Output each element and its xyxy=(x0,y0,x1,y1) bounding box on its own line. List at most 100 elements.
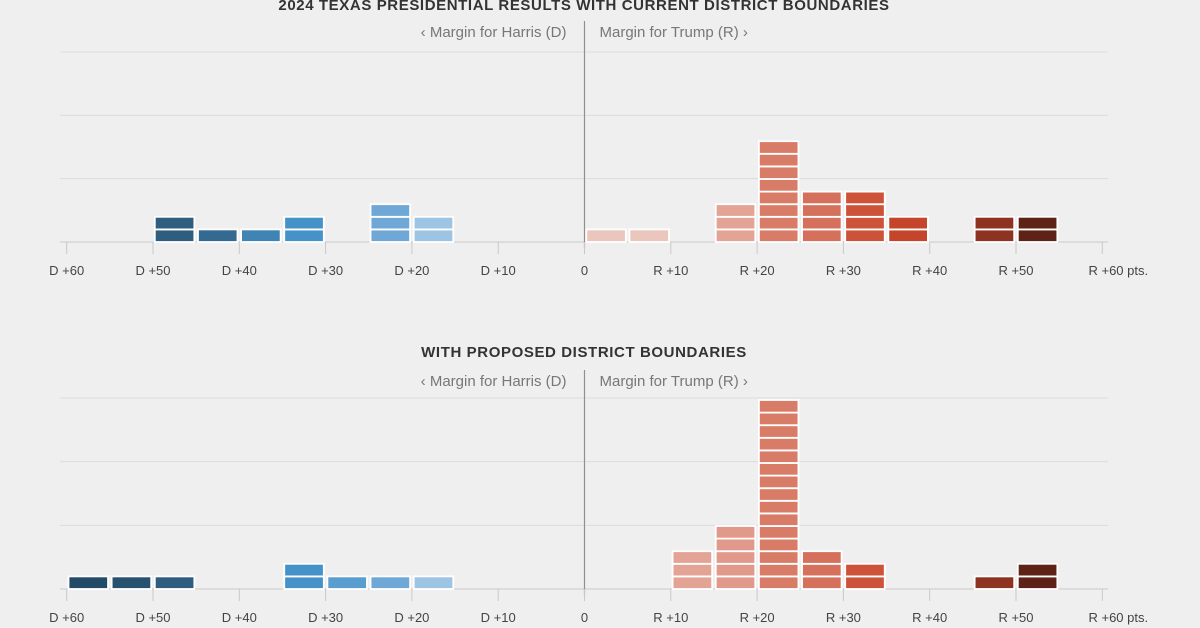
district-block xyxy=(671,550,714,565)
x-tick-label: D +40 xyxy=(222,610,257,625)
histogram-bar xyxy=(585,228,627,243)
district-block xyxy=(585,228,627,243)
histogram-bar xyxy=(973,575,1016,590)
district-block xyxy=(714,525,757,540)
district-block xyxy=(758,575,800,590)
district-block xyxy=(758,562,800,578)
histogram-bar xyxy=(844,190,886,243)
district-block xyxy=(758,203,800,218)
x-tick-label: D +60 xyxy=(49,263,84,278)
x-tick-label: R +30 xyxy=(826,610,861,625)
district-block xyxy=(973,575,1016,590)
histogram-bar xyxy=(714,203,757,243)
district-block xyxy=(801,228,843,243)
district-block xyxy=(758,165,800,180)
district-block xyxy=(801,215,843,231)
district-block xyxy=(801,203,843,218)
district-block xyxy=(153,575,196,590)
district-block xyxy=(973,228,1016,243)
district-block xyxy=(758,474,800,490)
district-block xyxy=(758,215,800,231)
district-block xyxy=(1016,562,1059,578)
x-tick-label: R +20 xyxy=(740,263,775,278)
district-block xyxy=(801,190,843,206)
district-block xyxy=(844,575,886,590)
x-tick-label: 0 xyxy=(581,263,588,278)
x-tick-label: R +60 pts. xyxy=(1088,610,1148,625)
district-block xyxy=(758,449,800,464)
x-tick-label: D +60 xyxy=(49,610,84,625)
histogram-bar xyxy=(369,203,411,243)
x-tick-label: R +10 xyxy=(653,610,688,625)
district-block xyxy=(714,562,757,578)
district-block xyxy=(369,575,411,590)
district-block xyxy=(801,562,843,578)
chart-title: WITH PROPOSED DISTRICT BOUNDARIES xyxy=(421,344,747,361)
x-tick-label: D +50 xyxy=(135,610,170,625)
district-block xyxy=(758,228,800,243)
histogram-bar xyxy=(412,215,455,243)
district-block xyxy=(758,152,800,168)
x-tick-label: D +30 xyxy=(308,610,343,625)
histogram-bar xyxy=(801,550,843,590)
histogram-bar xyxy=(110,575,153,590)
x-tick-label: D +10 xyxy=(481,263,516,278)
x-tick-label: R +50 xyxy=(998,263,1033,278)
x-tick-label: 0 xyxy=(581,610,588,625)
x-tick-label: D +10 xyxy=(481,610,516,625)
x-tick-label: R +40 xyxy=(912,610,947,625)
x-tick-label: R +60 pts. xyxy=(1088,263,1148,278)
district-block xyxy=(283,575,325,590)
x-tick-label: R +50 xyxy=(998,610,1033,625)
histogram-bar xyxy=(1016,215,1059,243)
district-block xyxy=(758,411,800,427)
histogram-bar xyxy=(369,575,411,590)
district-block xyxy=(973,215,1016,231)
district-block xyxy=(758,462,800,477)
district-block xyxy=(844,190,886,206)
trump-margin-label: Margin for Trump (R) › xyxy=(600,373,748,390)
histogram-bar xyxy=(412,575,455,590)
x-tick-label: D +20 xyxy=(394,610,429,625)
district-block xyxy=(801,575,843,590)
district-block xyxy=(758,499,800,515)
district-block xyxy=(283,215,325,231)
district-block xyxy=(758,512,800,527)
district-block xyxy=(412,215,455,231)
district-block xyxy=(844,562,886,578)
histogram-bar xyxy=(844,562,886,590)
x-tick-label: R +40 xyxy=(912,263,947,278)
district-block xyxy=(758,487,800,502)
x-tick-label: D +20 xyxy=(394,263,429,278)
current-boundaries-panel: 2024 TEXAS PRESIDENTIAL RESULTS WITH CUR… xyxy=(49,0,1148,278)
district-block xyxy=(671,575,714,590)
district-block xyxy=(1016,228,1059,243)
district-block xyxy=(369,203,411,218)
proposed-boundaries-panel: WITH PROPOSED DISTRICT BOUNDARIES ‹ Margi… xyxy=(49,344,1148,625)
district-block xyxy=(887,228,929,243)
district-block xyxy=(714,203,757,218)
district-block xyxy=(714,575,757,590)
district-block xyxy=(714,550,757,565)
histogram-bar xyxy=(671,550,714,590)
histogram-bar xyxy=(153,215,196,243)
x-tick-label: D +50 xyxy=(135,263,170,278)
district-block xyxy=(369,228,411,243)
district-block xyxy=(240,228,282,243)
histogram-bar xyxy=(197,228,239,243)
district-block xyxy=(758,399,800,414)
district-block xyxy=(153,215,196,231)
histogram-bar xyxy=(240,228,282,243)
district-block xyxy=(844,228,886,243)
histogram-bar xyxy=(1016,562,1059,590)
x-tick-label: R +20 xyxy=(740,610,775,625)
district-block xyxy=(758,178,800,193)
district-block xyxy=(758,140,800,155)
district-block xyxy=(758,424,800,439)
district-block xyxy=(758,190,800,206)
district-block xyxy=(844,215,886,231)
district-block xyxy=(758,436,800,452)
histogram-bar xyxy=(283,215,325,243)
histogram-bar xyxy=(283,562,325,590)
